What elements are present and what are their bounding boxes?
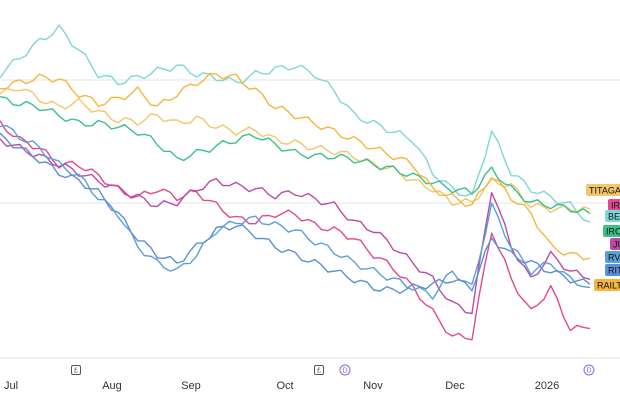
- legend-label-ju: JU: [613, 240, 620, 250]
- legend-label-titagar: TITAGAR: [589, 186, 620, 196]
- x-axis-ticks: Jul Aug Sep Oct Nov Dec 2026: [4, 380, 559, 392]
- legend: TITAGAR IRIBEA IRC JU RV RIT RAILT: [586, 184, 620, 291]
- legend-badge-rit: [605, 264, 620, 276]
- marker-text: £: [74, 368, 78, 375]
- x-tick-label: Aug: [102, 380, 122, 392]
- legend-badge-ju: [610, 238, 620, 250]
- series-line-rv: [0, 124, 591, 300]
- legend-label-rit: RIT: [608, 266, 620, 276]
- marker-shape: [314, 365, 324, 375]
- x-tick-label: Sep: [181, 380, 201, 392]
- legend-badge-bea: [605, 210, 620, 222]
- axis-markers[interactable]: £ £ D D: [71, 364, 595, 376]
- marker-shape: [583, 364, 595, 376]
- x-tick-label: 2026: [535, 380, 559, 392]
- earnings-marker-icon[interactable]: £: [71, 365, 81, 375]
- legend-badge-railt: [594, 279, 620, 291]
- series-line-titagar: [0, 87, 591, 214]
- series-group: [0, 24, 591, 341]
- earnings-marker-icon[interactable]: £: [314, 365, 324, 375]
- legend-label-railt: RAILT: [597, 281, 620, 291]
- marker-shape: [71, 365, 81, 375]
- marker-text: D: [342, 368, 347, 375]
- legend-badge-titagar: [586, 184, 620, 196]
- series-line-iri: [0, 120, 591, 341]
- legend-badge-rv: [605, 251, 620, 263]
- x-tick-label: Dec: [445, 380, 465, 392]
- marker-text: D: [586, 368, 591, 375]
- legend-label-iri: IRI: [611, 201, 620, 211]
- marker-text: £: [317, 368, 321, 375]
- x-tick-label: Jul: [4, 380, 18, 392]
- legend-label-rv: RV: [608, 253, 620, 263]
- legend-label-irc: IRC: [606, 227, 620, 237]
- marker-shape: [339, 364, 351, 376]
- series-line-railt: [0, 72, 591, 261]
- series-line-ju: [0, 138, 591, 315]
- series-line-irc: [0, 96, 591, 215]
- series-line-rit: [0, 132, 591, 294]
- legend-badge-iri: [608, 199, 620, 211]
- x-tick-label: Nov: [363, 380, 383, 392]
- dividend-marker-icon[interactable]: D: [583, 364, 595, 376]
- legend-badge-irc: [603, 225, 620, 237]
- series-line-bea: [0, 24, 591, 223]
- legend-label-bea: BEA: [608, 212, 620, 222]
- dividend-marker-icon[interactable]: D: [339, 364, 351, 376]
- x-tick-label: Oct: [276, 380, 293, 392]
